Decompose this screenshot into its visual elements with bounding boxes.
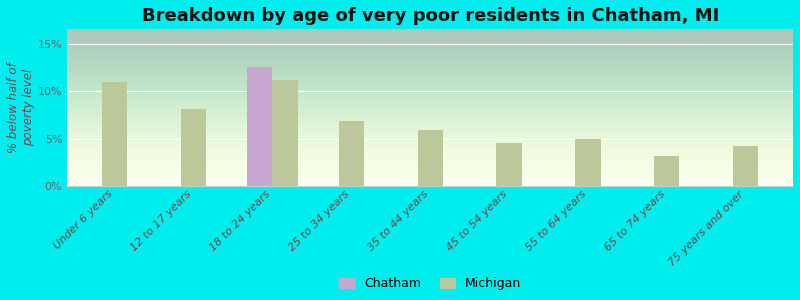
Legend: Chatham, Michigan: Chatham, Michigan (337, 274, 524, 292)
Bar (102, 82, 127, 186)
Bar (733, 146, 758, 186)
Text: City-Data.com: City-Data.com (709, 34, 778, 44)
Bar (247, 67, 272, 186)
Y-axis label: % below half of
poverty level: % below half of poverty level (7, 62, 35, 153)
Bar (338, 122, 364, 186)
Bar (654, 156, 679, 186)
Bar (497, 143, 522, 186)
Bar (575, 139, 601, 186)
Bar (181, 109, 206, 186)
Bar (418, 130, 442, 186)
Title: Breakdown by age of very poor residents in Chatham, MI: Breakdown by age of very poor residents … (142, 7, 718, 25)
Bar (272, 80, 298, 186)
